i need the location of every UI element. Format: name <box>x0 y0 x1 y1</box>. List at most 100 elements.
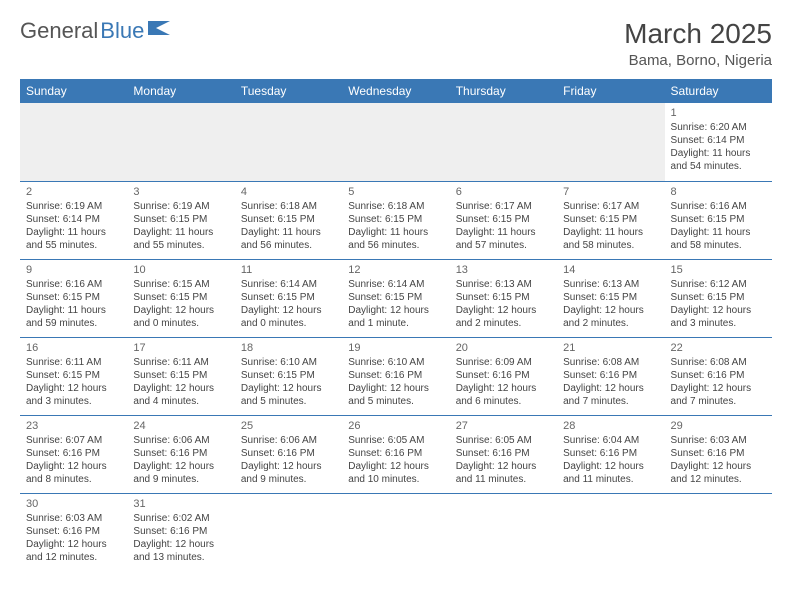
sunset-text: Sunset: 6:15 PM <box>26 369 121 382</box>
day-number: 9 <box>26 263 121 277</box>
sunrise-text: Sunrise: 6:10 AM <box>241 356 336 369</box>
sunset-text: Sunset: 6:15 PM <box>563 213 658 226</box>
calendar-week-row: 30Sunrise: 6:03 AMSunset: 6:16 PMDayligh… <box>20 493 772 571</box>
sunset-text: Sunset: 6:15 PM <box>348 291 443 304</box>
calendar-cell: 10Sunrise: 6:15 AMSunset: 6:15 PMDayligh… <box>127 259 234 337</box>
sunset-text: Sunset: 6:14 PM <box>671 134 766 147</box>
dayname-tuesday: Tuesday <box>235 79 342 103</box>
sunset-text: Sunset: 6:16 PM <box>563 447 658 460</box>
daylight-text: Daylight: 12 hours and 8 minutes. <box>26 460 121 486</box>
daylight-text: Daylight: 11 hours and 59 minutes. <box>26 304 121 330</box>
day-number: 13 <box>456 263 551 277</box>
day-number: 11 <box>241 263 336 277</box>
calendar-cell <box>20 103 127 181</box>
daylight-text: Daylight: 11 hours and 57 minutes. <box>456 226 551 252</box>
daylight-text: Daylight: 12 hours and 11 minutes. <box>563 460 658 486</box>
daylight-text: Daylight: 12 hours and 13 minutes. <box>133 538 228 564</box>
daylight-text: Daylight: 12 hours and 0 minutes. <box>241 304 336 330</box>
sunset-text: Sunset: 6:15 PM <box>241 213 336 226</box>
day-number: 26 <box>348 419 443 433</box>
calendar-cell: 16Sunrise: 6:11 AMSunset: 6:15 PMDayligh… <box>20 337 127 415</box>
daylight-text: Daylight: 12 hours and 5 minutes. <box>241 382 336 408</box>
calendar-cell: 26Sunrise: 6:05 AMSunset: 6:16 PMDayligh… <box>342 415 449 493</box>
calendar-table: Sunday Monday Tuesday Wednesday Thursday… <box>20 79 772 571</box>
day-number: 16 <box>26 341 121 355</box>
daylight-text: Daylight: 12 hours and 7 minutes. <box>563 382 658 408</box>
sunset-text: Sunset: 6:16 PM <box>456 447 551 460</box>
calendar-cell: 13Sunrise: 6:13 AMSunset: 6:15 PMDayligh… <box>450 259 557 337</box>
day-number: 4 <box>241 185 336 199</box>
sunset-text: Sunset: 6:16 PM <box>348 369 443 382</box>
sunset-text: Sunset: 6:15 PM <box>456 213 551 226</box>
day-number: 1 <box>671 106 766 120</box>
calendar-cell: 17Sunrise: 6:11 AMSunset: 6:15 PMDayligh… <box>127 337 234 415</box>
sunset-text: Sunset: 6:15 PM <box>26 291 121 304</box>
calendar-cell <box>235 493 342 571</box>
sunrise-text: Sunrise: 6:08 AM <box>671 356 766 369</box>
daylight-text: Daylight: 12 hours and 10 minutes. <box>348 460 443 486</box>
sunset-text: Sunset: 6:16 PM <box>133 447 228 460</box>
daylight-text: Daylight: 12 hours and 0 minutes. <box>133 304 228 330</box>
calendar-cell <box>342 493 449 571</box>
day-number: 28 <box>563 419 658 433</box>
calendar-cell: 15Sunrise: 6:12 AMSunset: 6:15 PMDayligh… <box>665 259 772 337</box>
sunset-text: Sunset: 6:16 PM <box>563 369 658 382</box>
daylight-text: Daylight: 12 hours and 4 minutes. <box>133 382 228 408</box>
sunrise-text: Sunrise: 6:17 AM <box>563 200 658 213</box>
calendar-cell: 27Sunrise: 6:05 AMSunset: 6:16 PMDayligh… <box>450 415 557 493</box>
calendar-cell: 14Sunrise: 6:13 AMSunset: 6:15 PMDayligh… <box>557 259 664 337</box>
sunset-text: Sunset: 6:15 PM <box>671 291 766 304</box>
calendar-cell <box>450 493 557 571</box>
sunrise-text: Sunrise: 6:18 AM <box>241 200 336 213</box>
daylight-text: Daylight: 12 hours and 11 minutes. <box>456 460 551 486</box>
calendar-cell: 20Sunrise: 6:09 AMSunset: 6:16 PMDayligh… <box>450 337 557 415</box>
daylight-text: Daylight: 12 hours and 3 minutes. <box>671 304 766 330</box>
sunset-text: Sunset: 6:15 PM <box>456 291 551 304</box>
daylight-text: Daylight: 12 hours and 7 minutes. <box>671 382 766 408</box>
calendar-week-row: 16 Sunrise: 6:11 AM Sunset: 6:15 PM Dayligh… <box>20 337 772 415</box>
calendar-cell <box>342 103 449 181</box>
sunrise-text: Sunrise: 6:05 AM <box>348 434 443 447</box>
sunrise-text: Sunrise: 6:14 AM <box>241 278 336 291</box>
day-number: 20 <box>456 341 551 355</box>
sunrise-text: Sunrise: 6:12 AM <box>671 278 766 291</box>
daylight-text: Daylight: 12 hours and 2 minutes. <box>563 304 658 330</box>
calendar-cell <box>450 103 557 181</box>
sunrise-text: Sunrise: 6:13 AM <box>456 278 551 291</box>
calendar-cell <box>557 103 664 181</box>
day-number: 25 <box>241 419 336 433</box>
sunset-text: Sunset: 6:15 PM <box>133 213 228 226</box>
dayname-wednesday: Wednesday <box>342 79 449 103</box>
sunset-text: Sunset: 6:15 PM <box>348 213 443 226</box>
day-number: 8 <box>671 185 766 199</box>
sunrise-text: Sunrise: 6:05 AM <box>456 434 551 447</box>
dayname-saturday: Saturday <box>665 79 772 103</box>
calendar-cell: 9Sunrise: 6:16 AMSunset: 6:15 PMDaylight… <box>20 259 127 337</box>
daylight-text: Daylight: 11 hours and 54 minutes. <box>671 147 766 173</box>
calendar-week-row: 23Sunrise: 6:07 AMSunset: 6:16 PMDayligh… <box>20 415 772 493</box>
day-number: 31 <box>133 497 228 511</box>
sunrise-text: Sunrise: 6:07 AM <box>26 434 121 447</box>
calendar-cell: 6Sunrise: 6:17 AMSunset: 6:15 PMDaylight… <box>450 181 557 259</box>
day-number: 27 <box>456 419 551 433</box>
day-number: 15 <box>671 263 766 277</box>
sunrise-text: Sunrise: 6:06 AM <box>241 434 336 447</box>
sunrise-text: Sunrise: 6:11 AM <box>133 356 228 369</box>
calendar-cell <box>665 493 772 571</box>
logo: GeneralBlue <box>20 18 174 44</box>
calendar-cell: 5Sunrise: 6:18 AMSunset: 6:15 PMDaylight… <box>342 181 449 259</box>
calendar-week-row: 1Sunrise: 6:20 AMSunset: 6:14 PMDaylight… <box>20 103 772 181</box>
daylight-text: Daylight: 12 hours and 5 minutes. <box>348 382 443 408</box>
calendar-header-row: Sunday Monday Tuesday Wednesday Thursday… <box>20 79 772 103</box>
calendar-cell <box>235 103 342 181</box>
calendar-week-row: 2Sunrise: 6:19 AMSunset: 6:14 PMDaylight… <box>20 181 772 259</box>
daylight-text: Daylight: 11 hours and 56 minutes. <box>348 226 443 252</box>
sunrise-text: Sunrise: 6:19 AM <box>26 200 121 213</box>
logo-text-1: General <box>20 18 98 44</box>
daylight-text: Daylight: 12 hours and 1 minute. <box>348 304 443 330</box>
day-number: 3 <box>133 185 228 199</box>
sunrise-text: Sunrise: 6:15 AM <box>133 278 228 291</box>
daylight-text: Daylight: 11 hours and 55 minutes. <box>26 226 121 252</box>
sunset-text: Sunset: 6:16 PM <box>241 447 336 460</box>
day-number: 29 <box>671 419 766 433</box>
